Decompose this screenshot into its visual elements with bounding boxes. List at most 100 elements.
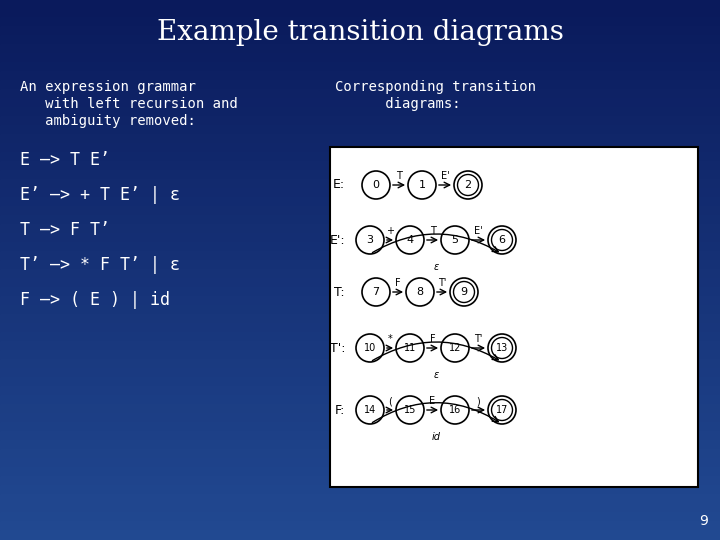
Bar [0,377,720,387]
Text: F:: F: [335,403,345,416]
Text: *: * [387,334,392,344]
Text: 8: 8 [416,287,423,297]
Bar [0,449,720,459]
Text: ε: ε [433,262,438,272]
Text: 6: 6 [498,235,505,245]
Bar [0,125,720,135]
Bar [0,431,720,441]
Circle shape [356,226,384,254]
Bar [0,215,720,225]
Text: E: E [429,396,436,406]
Bar [0,386,720,396]
Text: 3: 3 [366,235,374,245]
Circle shape [441,334,469,362]
Text: 14: 14 [364,405,376,415]
Bar [0,278,720,288]
Bar [0,323,720,333]
FancyBboxPatch shape [330,147,698,487]
Text: id: id [431,432,441,442]
Text: (: ( [388,396,392,406]
Bar [0,35,720,45]
Text: T: T [396,171,402,181]
Text: 13: 13 [496,343,508,353]
Bar [0,512,720,522]
Bar [0,134,720,144]
Bar [0,233,720,243]
Bar [0,530,720,540]
Text: E:: E: [333,179,345,192]
Bar [0,0,720,9]
Bar [0,368,720,378]
Circle shape [396,334,424,362]
Text: diagrams:: diagrams: [335,97,461,111]
Text: 11: 11 [404,343,416,353]
Text: T:: T: [334,286,345,299]
Bar [0,8,720,18]
Bar [0,521,720,531]
Text: 2: 2 [464,180,472,190]
Text: ambiguity removed:: ambiguity removed: [20,114,196,128]
Text: E': E' [474,226,483,236]
Bar [0,152,720,162]
Text: F: F [430,334,436,344]
Bar [0,53,720,63]
Bar [0,116,720,126]
Bar [0,341,720,351]
Bar [0,89,720,99]
Bar [0,71,720,81]
Text: E’ –> + T E’ | ε: E’ –> + T E’ | ε [20,186,180,204]
Text: T':: T': [330,341,345,354]
Bar [0,467,720,477]
Bar [0,287,720,297]
Bar [0,179,720,189]
Circle shape [454,171,482,199]
Bar [0,395,720,405]
Text: 17: 17 [496,405,508,415]
Bar [0,476,720,486]
Bar [0,206,720,216]
Text: An expression grammar: An expression grammar [20,80,196,94]
Circle shape [356,396,384,424]
Circle shape [396,226,424,254]
Text: T': T' [474,334,482,344]
Bar [0,197,720,207]
Circle shape [356,334,384,362]
Text: 16: 16 [449,405,461,415]
Bar [0,296,720,306]
Bar [0,188,720,198]
Bar [0,107,720,117]
Text: 15: 15 [404,405,416,415]
Circle shape [488,396,516,424]
Bar [0,350,720,360]
Text: Corresponding transition: Corresponding transition [335,80,536,94]
Text: with left recursion and: with left recursion and [20,97,238,111]
Text: 12: 12 [449,343,462,353]
Bar [0,422,720,432]
Bar [0,269,720,279]
Text: 4: 4 [406,235,413,245]
Bar [0,161,720,171]
Bar [0,44,720,54]
Text: 10: 10 [364,343,376,353]
Text: 0: 0 [372,180,379,190]
Bar [0,62,720,72]
Circle shape [450,278,478,306]
Text: 9: 9 [460,287,467,297]
Circle shape [362,278,390,306]
Circle shape [488,226,516,254]
Bar [0,170,720,180]
Bar [0,80,720,90]
Text: +: + [386,226,394,236]
Bar [0,458,720,468]
Circle shape [441,226,469,254]
Bar [0,17,720,27]
Bar [0,305,720,315]
Text: F –> ( E ) | id: F –> ( E ) | id [20,291,170,309]
Bar [0,404,720,414]
Text: T': T' [438,278,446,288]
Bar [0,503,720,513]
Text: 5: 5 [451,235,459,245]
Bar [0,413,720,423]
Bar [0,485,720,495]
Bar [0,98,720,108]
